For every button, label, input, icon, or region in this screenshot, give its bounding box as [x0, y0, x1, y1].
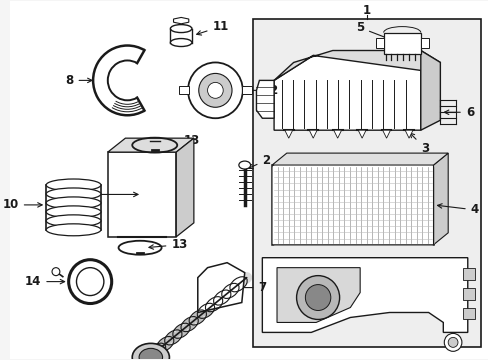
Ellipse shape — [170, 39, 191, 46]
Polygon shape — [197, 263, 244, 312]
Polygon shape — [420, 50, 440, 130]
Ellipse shape — [46, 197, 101, 209]
Bar — [375, 37, 383, 48]
Polygon shape — [173, 17, 188, 24]
Text: 10: 10 — [2, 198, 42, 211]
Text: 4: 4 — [437, 203, 478, 216]
Ellipse shape — [139, 348, 162, 360]
Text: 12: 12 — [246, 84, 278, 97]
Circle shape — [198, 73, 231, 107]
Circle shape — [76, 268, 103, 296]
Ellipse shape — [170, 24, 191, 32]
Text: 2: 2 — [248, 154, 270, 168]
Polygon shape — [273, 50, 440, 80]
Polygon shape — [271, 153, 447, 165]
Polygon shape — [358, 130, 366, 138]
Polygon shape — [405, 130, 412, 138]
Circle shape — [207, 82, 223, 98]
Polygon shape — [262, 258, 467, 332]
Text: 8: 8 — [65, 74, 92, 87]
Polygon shape — [276, 268, 360, 323]
Text: 13: 13 — [149, 238, 187, 251]
Circle shape — [187, 62, 242, 118]
Bar — [462, 268, 474, 280]
Polygon shape — [273, 55, 420, 130]
Bar — [241, 86, 251, 94]
Polygon shape — [433, 153, 447, 245]
Bar — [179, 86, 188, 94]
Ellipse shape — [46, 215, 101, 227]
Bar — [420, 37, 428, 48]
Polygon shape — [107, 138, 193, 152]
Polygon shape — [333, 130, 341, 138]
Ellipse shape — [132, 343, 169, 360]
Text: 6: 6 — [444, 106, 473, 119]
Text: 14: 14 — [25, 275, 64, 288]
Circle shape — [447, 337, 457, 347]
Text: 3: 3 — [409, 133, 428, 155]
Bar — [107, 152, 176, 237]
Text: 11: 11 — [196, 20, 228, 35]
Circle shape — [296, 276, 339, 319]
Bar — [383, 32, 420, 54]
Text: 9: 9 — [80, 188, 138, 201]
Ellipse shape — [46, 206, 101, 218]
Circle shape — [305, 285, 330, 310]
Bar — [271, 165, 433, 245]
Polygon shape — [256, 80, 273, 118]
Circle shape — [52, 268, 60, 276]
Bar — [462, 307, 474, 319]
Polygon shape — [284, 130, 292, 138]
Ellipse shape — [46, 188, 101, 200]
Wedge shape — [94, 46, 143, 114]
Polygon shape — [176, 138, 193, 237]
Polygon shape — [382, 130, 390, 138]
Ellipse shape — [46, 224, 101, 236]
Text: 13: 13 — [163, 134, 200, 147]
Circle shape — [444, 333, 461, 351]
Ellipse shape — [238, 161, 250, 169]
Ellipse shape — [46, 179, 101, 191]
Polygon shape — [309, 130, 317, 138]
Text: 5: 5 — [355, 21, 389, 40]
Text: 1: 1 — [362, 4, 370, 17]
Bar — [462, 288, 474, 300]
Bar — [252, 19, 481, 347]
Text: 7: 7 — [226, 281, 266, 294]
